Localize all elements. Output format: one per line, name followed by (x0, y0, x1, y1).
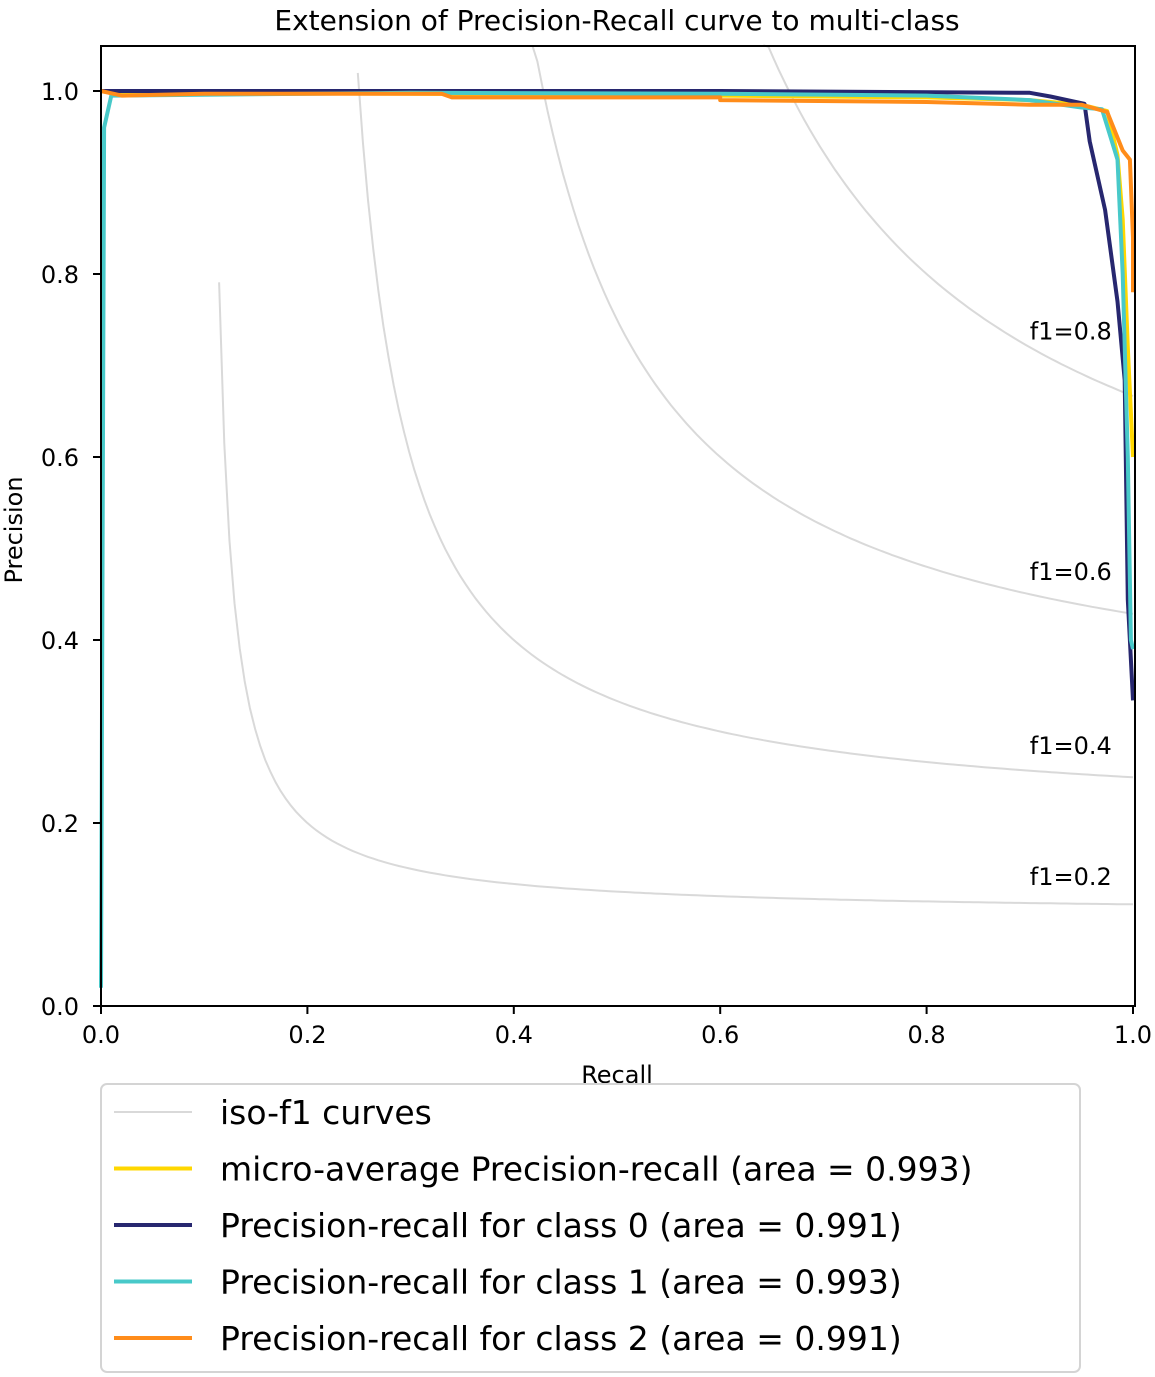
series-line-2 (99, 90, 1135, 988)
iso-f1-curve (218, 282, 1133, 906)
legend-label: Precision-recall for class 2 (area = 0.9… (220, 1319, 902, 1358)
y-tick-label: 0.8 (41, 261, 79, 289)
iso-f1-label: f1=0.4 (1030, 732, 1112, 760)
chart-title: Extension of Precision-Recall curve to m… (274, 4, 959, 37)
x-tick-label: 0.6 (701, 1021, 739, 1049)
iso-f1-curve (531, 44, 1134, 615)
legend-label: micro-average Precision-recall (area = 0… (220, 1150, 973, 1189)
legend-label: Precision-recall for class 0 (area = 0.9… (220, 1206, 902, 1245)
y-tick-label: 0.6 (41, 444, 79, 472)
x-tick-label: 0.4 (495, 1021, 533, 1049)
series-line-0 (100, 89, 1135, 458)
legend-box (100, 1083, 1081, 1373)
y-tick-label: 1.0 (41, 78, 79, 106)
x-tick-label: 0.8 (908, 1021, 946, 1049)
y-tick-label: 0.0 (41, 993, 79, 1021)
x-tick-label: 0.0 (82, 1021, 120, 1049)
x-tick-label: 0.2 (288, 1021, 326, 1049)
legend: iso-f1 curves micro-average Precision-rec… (100, 1083, 1081, 1373)
x-tick-label: 1.0 (1114, 1021, 1152, 1049)
iso-f1-label: f1=0.6 (1030, 558, 1112, 586)
series-line-1 (101, 89, 1135, 701)
y-axis-label: Precision (0, 476, 28, 583)
legend-label: iso-f1 curves (220, 1093, 432, 1132)
iso-f1-label: f1=0.2 (1030, 863, 1112, 891)
plot-frame (100, 45, 1136, 1007)
iso-f1-label: f1=0.8 (1030, 318, 1112, 346)
y-tick-label: 0.4 (41, 627, 79, 655)
iso-f1-curve (356, 72, 1134, 779)
iso-f1-curve (763, 44, 1134, 397)
legend-label: Precision-recall for class 1 (area = 0.9… (220, 1263, 902, 1302)
y-tick-label: 0.2 (41, 810, 79, 838)
series-line-3 (100, 89, 1135, 293)
